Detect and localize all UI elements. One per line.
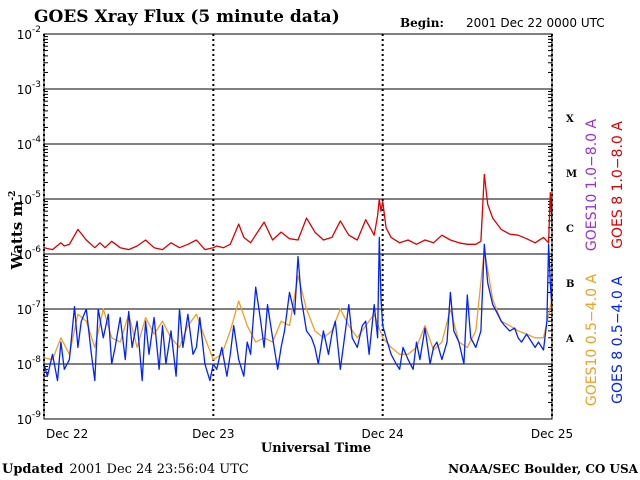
y-axis-title: Watts m-2 [8, 191, 26, 271]
legend: GOES10 1.0−8.0 A GOES 8 1.0−8.0 A GOES10 0… [584, 119, 626, 407]
y-tick-label-3: 10-5 [17, 190, 41, 207]
y-tick-label-5: 10-7 [17, 300, 41, 317]
legend-item-3: GOES 8 0.5−4.0 A [610, 276, 626, 404]
footer-credit: NOAA/SEC Boulder, CO USA [448, 462, 639, 476]
y-tick-label-0: 10-2 [17, 25, 41, 42]
flare-class-A: A [565, 334, 574, 345]
footer-updated: Updated 2001 Dec 24 23:56:04 UTC [2, 462, 249, 477]
flare-class-M: M [566, 169, 577, 180]
y-tick-label-6: 10-8 [17, 355, 42, 372]
series-line-0 [43, 173, 553, 251]
flare-class-C: C [566, 224, 574, 235]
y-tick-label-7: 10-9 [17, 410, 42, 427]
begin-label: Begin: [400, 16, 444, 30]
legend-label-3: GOES 8 0.5−4.0 A [610, 276, 626, 404]
x-tick-label-1: Dec 23 [192, 427, 234, 441]
x-tick-label-0: Dec 22 [46, 427, 88, 441]
legend-item-0: GOES10 1.0−8.0 A [584, 119, 600, 252]
begin-value: 2001 Dec 22 0000 UTC [466, 16, 605, 30]
flare-class-B: B [566, 279, 574, 290]
flare-class-labels: X M C B A [565, 114, 577, 345]
y-tick-labels: 10-2 10-3 10-4 10-5 10-6 10-7 10-8 10-9 [17, 25, 42, 427]
legend-label-2: GOES10 0.5−4.0 A [584, 274, 600, 407]
x-tick-label-3: Dec 25 [531, 427, 573, 441]
legend-label-1: GOES 8 1.0−8.0 A [610, 121, 626, 249]
flare-class-X: X [566, 114, 574, 125]
grid-lines [43, 33, 553, 420]
legend-label-0: GOES10 1.0−8.0 A [584, 119, 600, 252]
y-tick-label-4: 10-6 [17, 245, 42, 262]
y-tick-label-2: 10-4 [17, 135, 42, 152]
legend-item-1: GOES 8 1.0−8.0 A [610, 121, 626, 249]
legend-item-2: GOES10 0.5−4.0 A [584, 274, 600, 407]
x-axis-title: Universal Time [261, 441, 371, 456]
y-tick-label-1: 10-3 [17, 80, 41, 97]
series-lines [43, 173, 553, 382]
x-tick-label-2: Dec 24 [362, 427, 404, 441]
series-line-2 [43, 236, 553, 382]
x-tick-labels: Dec 22 Dec 23 Dec 24 Dec 25 [46, 427, 573, 441]
y-axis-title-group: Watts m-2 [8, 191, 26, 271]
chart-title: GOES Xray Flux (5 minute data) [34, 7, 340, 27]
plot-frame [43, 33, 553, 420]
